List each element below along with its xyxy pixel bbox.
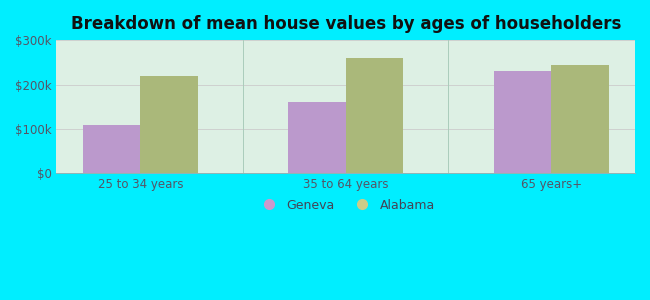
Bar	[140, 76, 198, 173]
Bar	[83, 124, 140, 173]
Bar	[346, 58, 403, 173]
Legend: Geneva, Alabama: Geneva, Alabama	[250, 192, 441, 218]
Bar	[493, 71, 551, 173]
Bar	[551, 64, 608, 173]
Title: Breakdown of mean house values by ages of householders: Breakdown of mean house values by ages o…	[71, 15, 621, 33]
Bar	[288, 102, 346, 173]
